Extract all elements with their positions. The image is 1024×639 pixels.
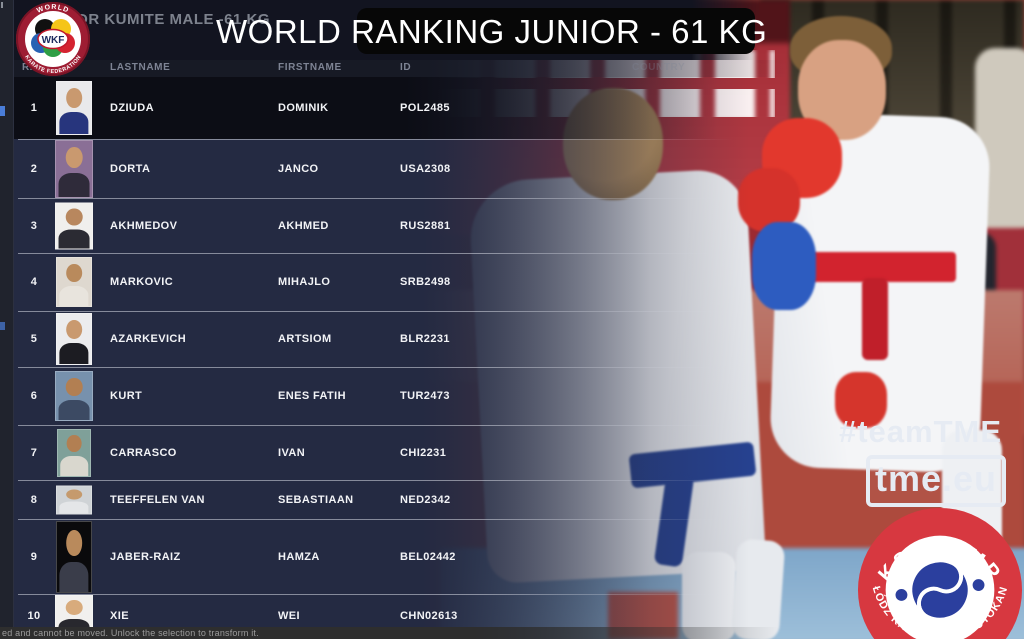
id-value: NED2342: [400, 493, 451, 506]
guide-tick: [0, 106, 5, 116]
tme-website-label: tme.eu: [874, 458, 998, 499]
rank-value: 6: [30, 390, 38, 402]
rank-value: 10: [27, 609, 41, 622]
rank-value: 4: [30, 276, 38, 288]
athlete-photo: [56, 485, 92, 514]
editor-status-bar: ed and cannot be moved. Unlock the selec…: [0, 627, 1024, 639]
id-value: SRB2498: [400, 276, 451, 288]
athlete-photo: [56, 81, 92, 135]
lastname-value: MARKOVIC: [110, 276, 174, 288]
table-row[interactable]: 2 DORTA JANCO USA2308: [0, 139, 780, 198]
firstname-value: MIHAJLO: [278, 276, 331, 288]
table-row[interactable]: 6 KURT ENES FATIH TUR2473: [0, 367, 780, 425]
table-row[interactable]: 7 CARRASCO IVAN CHI2231: [0, 425, 780, 480]
id-value: TUR2473: [400, 390, 450, 402]
wkf-logo: WKF WORLD KARATE FEDERATION: [16, 2, 90, 76]
athlete-photo: [56, 313, 92, 365]
firstname-value: AKHMED: [278, 219, 329, 232]
svg-text:WKF: WKF: [42, 35, 65, 46]
guide-tick: [0, 322, 5, 330]
table-header: RANK LASTNAME FIRSTNAME ID COUNTRY: [0, 60, 820, 77]
athlete-photo: [57, 428, 91, 477]
table-row[interactable]: 5 AZARKEVICH ARTSIOM BLR2231: [0, 311, 780, 367]
firstname-value: HAMZA: [278, 550, 320, 563]
athlete-photo: [55, 202, 93, 249]
table-row[interactable]: 4 MARKOVIC MIHAJLO SRB2498: [0, 253, 780, 311]
lastname-value: AZARKEVICH: [110, 333, 187, 345]
rank-value: 8: [30, 493, 38, 506]
rank-value: 5: [30, 333, 38, 345]
lastname-value: JABER-RAIZ: [110, 550, 181, 563]
ruler-mark: [1, 2, 3, 8]
lastname-value: DORTA: [110, 162, 151, 175]
rank-value: 1: [30, 102, 38, 114]
athlete-photo: [56, 520, 92, 593]
ks-olimp-logo: KS OLIMP ŁÓDŹ KARATE-DO SHOTOKAN: [858, 508, 1022, 639]
rank-value: 3: [30, 219, 38, 232]
page-title: WORLD RANKING JUNIOR - 61 KG: [216, 13, 768, 50]
lastname-value: CARRASCO: [110, 446, 177, 459]
id-value: USA2308: [400, 162, 451, 175]
lastname-value: KURT: [110, 390, 143, 402]
firstname-value: ARTSIOM: [278, 333, 332, 345]
column-header-id: ID: [400, 62, 412, 73]
table-row[interactable]: 8 TEEFFELEN VAN SEBASTIAAN NED2342: [0, 480, 780, 519]
status-message: ed and cannot be moved. Unlock the selec…: [2, 628, 259, 638]
table-row[interactable]: 1 DZIUDA DOMINIK POL2485: [0, 77, 780, 139]
id-value: POL2485: [400, 102, 450, 114]
ranking-rows: 1 DZIUDA DOMINIK POL2485 2 DORTA JANCO U…: [0, 77, 780, 637]
red-belt: [808, 252, 956, 282]
column-header-firstname: FIRSTNAME: [278, 62, 342, 73]
rank-value: 9: [30, 550, 38, 563]
id-value: RUS2881: [400, 219, 451, 232]
table-row[interactable]: 9 JABER-RAIZ HAMZA BEL02442: [0, 519, 780, 594]
id-value: CHN02613: [400, 609, 458, 622]
id-value: CHI2231: [400, 446, 447, 459]
lastname-value: AKHMEDOV: [110, 219, 178, 232]
column-header-lastname: LASTNAME: [110, 62, 171, 73]
rank-value: 7: [30, 446, 38, 459]
column-header-country: COUNTRY: [632, 62, 686, 73]
svg-text:WORLD: WORLD: [36, 4, 70, 15]
id-value: BLR2231: [400, 333, 450, 345]
athlete-photo: [55, 371, 93, 421]
team-tme-hashtag: #teamTME: [838, 414, 1002, 449]
lastname-value: XIE: [110, 609, 129, 622]
firstname-value: ENES FATIH: [278, 390, 346, 402]
lastname-value: TEEFFELEN VAN: [110, 493, 205, 506]
tme-website-box: tme.eu: [866, 455, 1006, 507]
athlete-photo: [55, 139, 93, 198]
firstname-value: DOMINIK: [278, 102, 329, 114]
firstname-value: JANCO: [278, 162, 319, 175]
canvas-edge-strip: [0, 0, 14, 639]
athlete-photo: [56, 257, 92, 307]
firstname-value: WEI: [278, 609, 300, 622]
id-value: BEL02442: [400, 550, 456, 563]
rank-value: 2: [30, 162, 38, 175]
firstname-value: IVAN: [278, 446, 306, 459]
table-row[interactable]: 3 AKHMEDOV AKHMED RUS2881: [0, 198, 780, 253]
layer-subtitle: JUNIOR KUMITE MALE -61 KG: [40, 11, 271, 28]
lastname-value: DZIUDA: [110, 102, 154, 114]
firstname-value: SEBASTIAAN: [278, 493, 354, 506]
